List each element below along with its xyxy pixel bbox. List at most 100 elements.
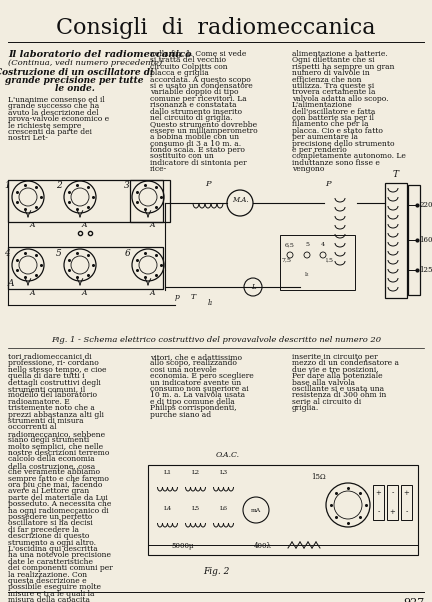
- Text: la realizzazione. Con: la realizzazione. Con: [8, 571, 87, 579]
- Text: nel circuito di griglia.: nel circuito di griglia.: [150, 114, 232, 122]
- Text: descrizione di questo: descrizione di questo: [8, 532, 89, 540]
- Text: 4: 4: [321, 243, 325, 247]
- Text: si tratta del vecchio: si tratta del vecchio: [150, 57, 226, 64]
- Text: consumo di 3 a 10 m. a.: consumo di 3 a 10 m. a.: [150, 140, 241, 147]
- Text: ora piu che mai, facendo: ora piu che mai, facendo: [8, 481, 102, 489]
- Text: questa descrizione e: questa descrizione e: [8, 577, 87, 585]
- Text: 4: 4: [4, 249, 10, 258]
- Text: mezzo di un condensatore a: mezzo di un condensatore a: [292, 359, 399, 367]
- Text: alimentazione a batterie.: alimentazione a batterie.: [292, 50, 388, 58]
- Text: 3: 3: [124, 181, 130, 190]
- Bar: [385, 183, 407, 298]
- Text: L: L: [251, 283, 255, 291]
- Text: placca. Cio e stato fatto: placca. Cio e stato fatto: [292, 127, 383, 135]
- Text: le richieste sempre: le richieste sempre: [8, 122, 81, 129]
- Text: circuito Colpitts con: circuito Colpitts con: [150, 63, 228, 71]
- Text: di far precedere la: di far precedere la: [8, 526, 79, 534]
- Text: fondo scala. E stato pero: fondo scala. E stato pero: [150, 146, 245, 154]
- Text: l₂: l₂: [305, 273, 309, 278]
- Text: T: T: [393, 170, 399, 179]
- Text: efficienza che non: efficienza che non: [292, 76, 362, 84]
- Text: quella di dare tutti i: quella di dare tutti i: [8, 372, 85, 380]
- Text: P: P: [325, 180, 331, 188]
- Text: nello stesso tempo, e cioe: nello stesso tempo, e cioe: [8, 366, 107, 374]
- Text: 5: 5: [305, 243, 309, 247]
- Text: e per renderlo: e per renderlo: [292, 146, 347, 154]
- Text: purche siano ad: purche siano ad: [150, 411, 211, 418]
- Text: crescenti da parte dei: crescenti da parte dei: [8, 128, 92, 136]
- Text: strumento a ogni altro.: strumento a ogni altro.: [8, 539, 96, 547]
- Text: induttanze sono fisse e: induttanze sono fisse e: [292, 159, 380, 167]
- Text: calcolo della economia: calcolo della economia: [8, 455, 95, 464]
- Text: L4: L4: [164, 506, 172, 511]
- Bar: [8, 180, 163, 222]
- Text: M.A.: M.A.: [232, 196, 248, 204]
- Text: nostri Let-: nostri Let-: [8, 134, 48, 143]
- Text: -: -: [377, 508, 380, 516]
- Text: A: A: [82, 289, 88, 297]
- Text: un indicatore avente un: un indicatore avente un: [150, 379, 241, 386]
- Text: vitori, che e adattissimo: vitori, che e adattissimo: [150, 353, 242, 361]
- Text: date le caratteristiche: date le caratteristiche: [8, 558, 93, 566]
- Text: vengono: vengono: [292, 165, 324, 173]
- Text: professione, ri- cordano: professione, ri- cordano: [8, 359, 99, 367]
- Text: prova-valvole economico e: prova-valvole economico e: [8, 115, 109, 123]
- Text: strumenti comuni, il: strumenti comuni, il: [8, 385, 85, 393]
- Text: A: A: [150, 289, 156, 297]
- Text: dei componenti comuni per: dei componenti comuni per: [8, 564, 113, 572]
- Text: completamente autonomo. Le: completamente autonomo. Le: [292, 152, 406, 160]
- Text: sempre fatto e che faremo: sempre fatto e che faremo: [8, 474, 109, 483]
- Text: placca e griglia: placca e griglia: [150, 69, 209, 77]
- Text: precisione dello strumento: precisione dello strumento: [292, 140, 394, 147]
- Bar: [408, 185, 420, 295]
- Text: l₁: l₁: [207, 299, 213, 307]
- Text: per aumentare la: per aumentare la: [292, 133, 358, 141]
- Text: griglia.: griglia.: [292, 404, 319, 412]
- Text: prezzi abbastanza alti gli: prezzi abbastanza alti gli: [8, 411, 104, 418]
- Text: Ogni dilettante che si: Ogni dilettante che si: [292, 57, 375, 64]
- Text: Consigli  di  radiomeccanica: Consigli di radiomeccanica: [56, 17, 376, 39]
- Text: valvola adatta allo scopo.: valvola adatta allo scopo.: [292, 95, 388, 103]
- Bar: [8, 247, 163, 289]
- Text: Philips corrispondenti,: Philips corrispondenti,: [150, 404, 237, 412]
- Text: +: +: [376, 489, 381, 497]
- Text: nostre descrizioni terremo: nostre descrizioni terremo: [8, 449, 109, 457]
- Text: 15Ω: 15Ω: [311, 473, 325, 481]
- Text: filamento che per la: filamento che per la: [292, 120, 368, 128]
- Text: 5: 5: [56, 249, 62, 258]
- Text: tristemente noto che a: tristemente noto che a: [8, 404, 95, 412]
- Text: oscillante si e usata una: oscillante si e usata una: [292, 385, 384, 393]
- Text: possibile eseguire molte: possibile eseguire molte: [8, 583, 101, 591]
- Text: 220: 220: [419, 201, 432, 209]
- Text: 6,5: 6,5: [285, 243, 295, 247]
- Text: grande precisione per tutte: grande precisione per tutte: [5, 76, 144, 85]
- Text: A: A: [8, 279, 15, 288]
- Text: oscillatore si ha decisi: oscillatore si ha decisi: [8, 520, 93, 527]
- Text: 2: 2: [56, 181, 62, 190]
- Text: modello del laboratorio: modello del laboratorio: [8, 391, 97, 399]
- Text: 160: 160: [419, 236, 432, 244]
- Text: le onde.: le onde.: [54, 84, 95, 93]
- Text: O.A.C.: O.A.C.: [216, 451, 240, 459]
- Text: -: -: [405, 508, 408, 516]
- Text: radiomeccanico, sebbene: radiomeccanico, sebbene: [8, 430, 105, 438]
- Text: L'oscidina qui descritta: L'oscidina qui descritta: [8, 545, 98, 553]
- Text: -: -: [391, 489, 394, 497]
- Text: siano degli strumenti: siano degli strumenti: [8, 436, 89, 444]
- Text: dettagli costruttivi degli: dettagli costruttivi degli: [8, 379, 101, 386]
- Text: radioamatore. E: radioamatore. E: [8, 398, 70, 406]
- Text: e di tipo comune della: e di tipo comune della: [150, 398, 235, 406]
- Text: A: A: [30, 221, 35, 229]
- Text: Questo strumento dovrebbe: Questo strumento dovrebbe: [150, 120, 257, 128]
- Bar: [373, 485, 384, 520]
- Text: (Continua, vedi numero precedente): (Continua, vedi numero precedente): [8, 59, 162, 67]
- Text: occorrenti al: occorrenti al: [8, 423, 57, 432]
- Text: che veramente abbiamo: che veramente abbiamo: [8, 468, 100, 476]
- Text: sostituito con un: sostituito con un: [150, 152, 214, 160]
- Text: serie al circuito di: serie al circuito di: [292, 398, 361, 406]
- Text: 1: 1: [4, 181, 10, 190]
- Text: p: p: [175, 293, 179, 301]
- Text: A: A: [30, 289, 35, 297]
- Text: T: T: [191, 293, 196, 301]
- Text: ha ogni radiomeccanico di: ha ogni radiomeccanico di: [8, 507, 109, 515]
